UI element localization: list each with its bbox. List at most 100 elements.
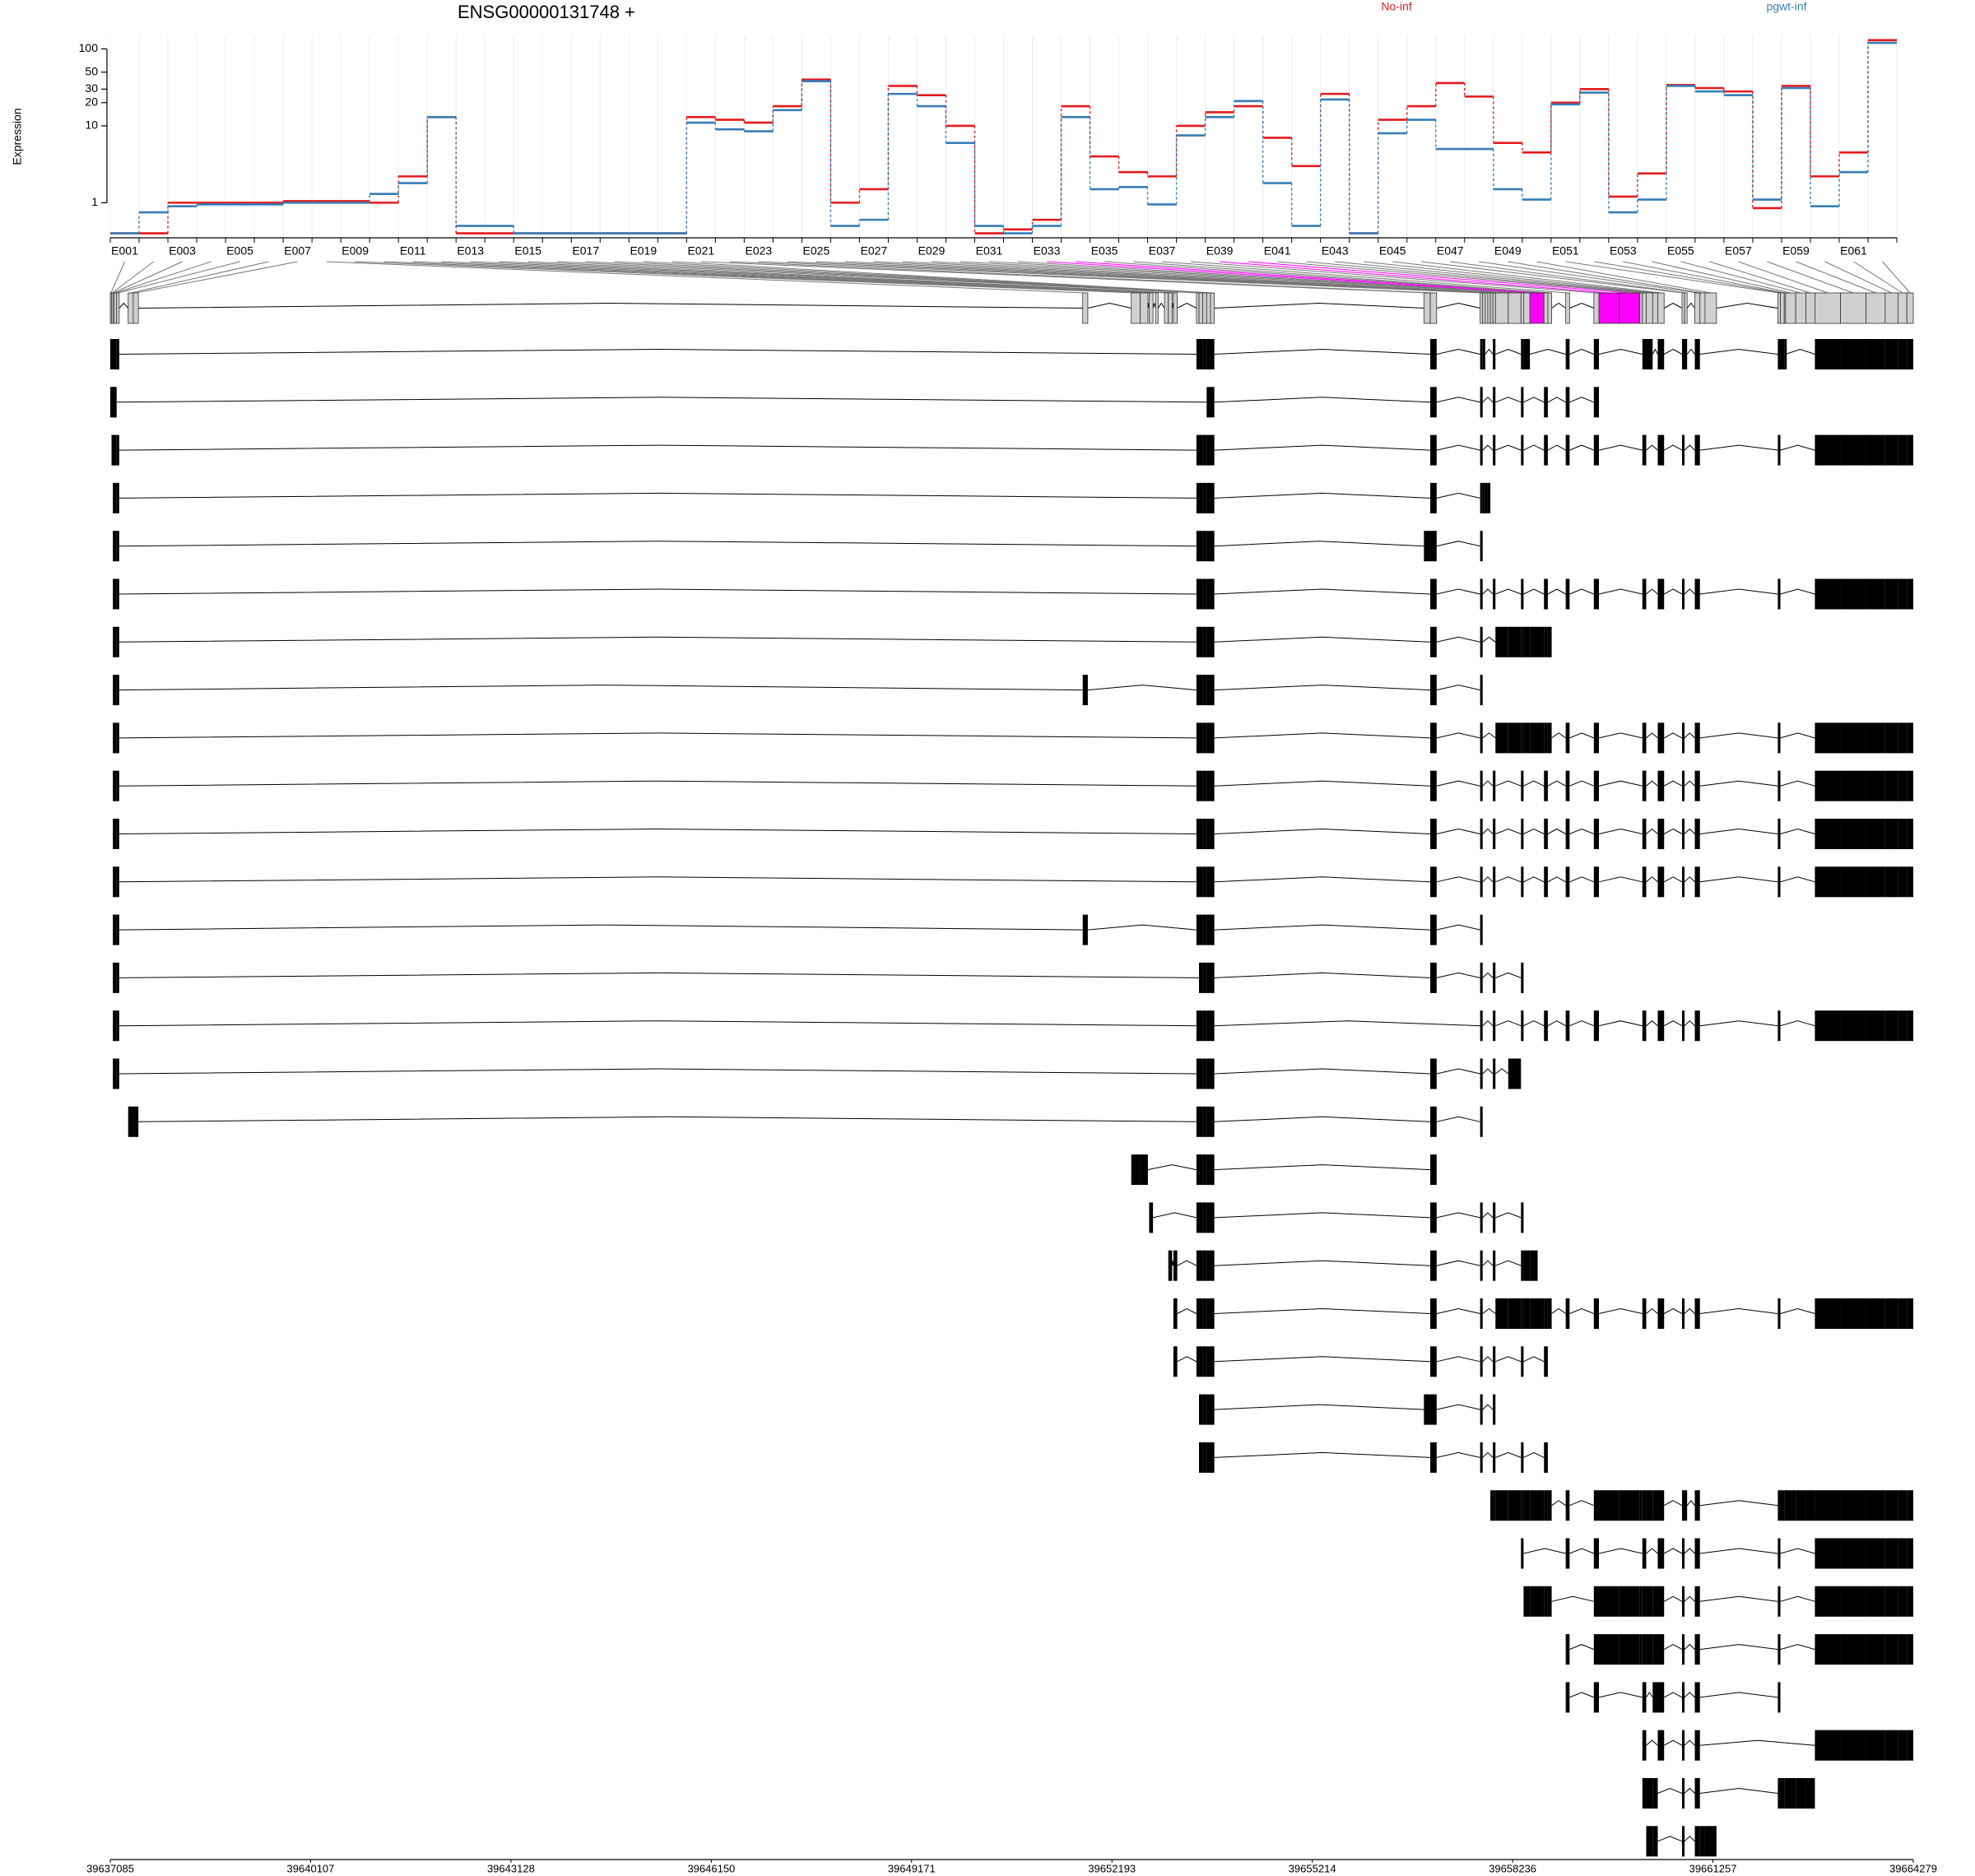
transcript-exon [1430, 866, 1437, 898]
transcript-exon [1530, 1490, 1538, 1521]
transcript-exon [1898, 722, 1908, 754]
intron [1214, 302, 1424, 309]
intron [1495, 397, 1522, 403]
intron [118, 492, 1197, 499]
exon-label: E015 [514, 244, 541, 258]
intron [1780, 588, 1815, 595]
exon-connector [1536, 261, 1711, 294]
transcript-exon [1694, 866, 1700, 898]
transcript-exon [1480, 434, 1483, 466]
transcript-exon [1206, 531, 1211, 562]
exon-connector [902, 261, 1494, 294]
intron [1177, 1356, 1197, 1363]
gene-model-exon [1815, 292, 1841, 324]
intron [1177, 1307, 1197, 1314]
transcript-exon [1508, 1490, 1522, 1521]
transcript-exon [1642, 866, 1647, 898]
transcript-exon [1430, 914, 1437, 945]
transcript-exon [132, 1106, 139, 1137]
transcript-exon [1619, 1490, 1640, 1521]
transcript-exon [1815, 866, 1841, 898]
intron [1214, 492, 1431, 499]
transcript-exon [1493, 387, 1496, 418]
genomic-tick-label: 39661257 [1689, 1862, 1737, 1874]
transcript-exon [1619, 1634, 1640, 1665]
intron [118, 444, 1197, 451]
transcript-exon [1642, 1682, 1647, 1713]
transcript-exon [1430, 1202, 1437, 1233]
intron [118, 1068, 1197, 1075]
transcript-exon [1898, 339, 1908, 369]
intron [1214, 828, 1431, 834]
transcript-exon [1206, 770, 1211, 801]
transcript-exon [1840, 1490, 1866, 1521]
transcript-exon [1480, 1058, 1483, 1089]
transcript-exon [1521, 387, 1524, 418]
gene-model-exon [1805, 292, 1815, 324]
transcript-exon [1866, 434, 1885, 466]
transcript-exon [1657, 1298, 1665, 1329]
transcript-exon [1206, 387, 1211, 418]
transcript-exon [1430, 1298, 1437, 1329]
transcript-exon [1699, 1826, 1705, 1857]
transcript-exon [1815, 770, 1841, 801]
gene-model-exon [1652, 292, 1658, 324]
transcript-exon [1199, 434, 1203, 466]
transcript-exon [1206, 1346, 1211, 1377]
transcript-exon [1480, 339, 1483, 369]
exon-connector [1162, 261, 1568, 294]
transcript-exon [1884, 1298, 1898, 1329]
transcript-exon [1206, 482, 1211, 513]
transcript-exon [1657, 578, 1665, 610]
transcript-exon [116, 770, 119, 801]
transcript-exon [1199, 626, 1203, 657]
transcript-exon [1493, 578, 1496, 610]
gene-model-exon [1777, 292, 1781, 324]
intron [1547, 588, 1566, 595]
intron [1598, 1692, 1643, 1698]
transcript-exon [1784, 1778, 1787, 1809]
gene-model-exon [1694, 292, 1701, 324]
transcript-exon [1866, 722, 1885, 754]
transcript-exon [1430, 339, 1437, 369]
transcript-exon [1430, 1250, 1437, 1281]
intron [1663, 876, 1683, 883]
transcript-exon [1196, 531, 1200, 562]
transcript-exon [1493, 770, 1496, 801]
transcript-exon [1196, 1346, 1200, 1377]
exon-label: E001 [111, 244, 138, 258]
exon-label: E007 [284, 244, 311, 258]
transcript-exon [1202, 531, 1207, 562]
intron [1569, 1020, 1595, 1027]
transcript-exon [116, 866, 119, 898]
exon-label: E037 [1149, 244, 1176, 258]
gene-model-exon [1639, 292, 1643, 324]
transcript-exon [1907, 1490, 1913, 1521]
transcript-exon [1652, 1682, 1658, 1713]
exon-label: E013 [457, 244, 484, 258]
intron [1214, 397, 1431, 403]
transcript-exon [1657, 1538, 1665, 1569]
transcript-exon [1780, 1490, 1785, 1521]
exon-connector [1076, 261, 1541, 294]
transcript-exon [1523, 1586, 1531, 1617]
exon-label: E059 [1782, 244, 1810, 258]
transcript-exon [116, 578, 119, 610]
transcript-exon [116, 626, 119, 657]
transcript-exon [1196, 770, 1200, 801]
intron [1686, 348, 1695, 355]
transcript-exon [1646, 1778, 1653, 1809]
intron [1652, 348, 1658, 355]
intron [1699, 1787, 1778, 1794]
transcript-exon [1521, 578, 1524, 610]
transcript-exon [1544, 1586, 1548, 1617]
exon-label: E039 [1206, 244, 1234, 258]
intron [1436, 828, 1480, 834]
transcript-exon [1430, 578, 1437, 610]
transcript-exon [1547, 626, 1552, 657]
intron [1598, 1307, 1643, 1314]
transcript-exon [1202, 339, 1207, 369]
intron [1663, 588, 1683, 595]
transcript-exon [1493, 1490, 1496, 1521]
intron [1686, 302, 1695, 309]
